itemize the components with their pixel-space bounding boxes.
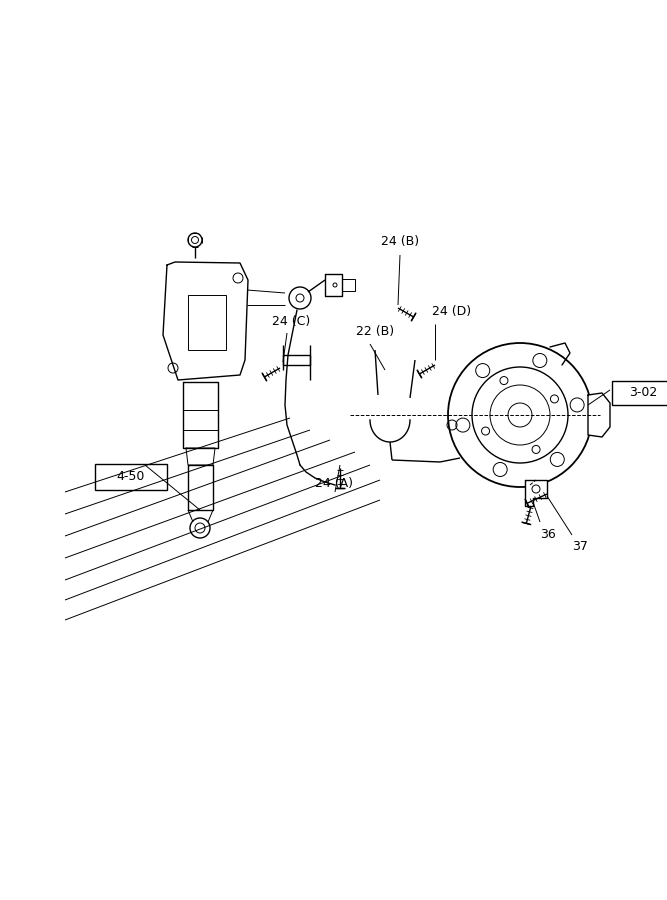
Bar (95, 464, 167, 490)
Bar (188, 295, 226, 350)
Polygon shape (283, 355, 310, 365)
Polygon shape (163, 262, 248, 380)
Polygon shape (183, 382, 218, 448)
Bar (612, 381, 667, 405)
Text: 24 (D): 24 (D) (432, 305, 471, 318)
Text: 24 (A): 24 (A) (315, 477, 353, 490)
Polygon shape (525, 480, 547, 506)
Text: 3-02: 3-02 (629, 386, 657, 400)
Polygon shape (325, 274, 342, 296)
Text: 24 (C): 24 (C) (272, 315, 310, 328)
Polygon shape (188, 465, 213, 510)
Text: 37: 37 (572, 540, 588, 553)
Text: 36: 36 (540, 528, 556, 541)
Text: 4-50: 4-50 (117, 471, 145, 483)
Text: 22 (B): 22 (B) (356, 325, 394, 338)
Text: 24 (B): 24 (B) (381, 235, 419, 248)
Polygon shape (588, 393, 610, 437)
